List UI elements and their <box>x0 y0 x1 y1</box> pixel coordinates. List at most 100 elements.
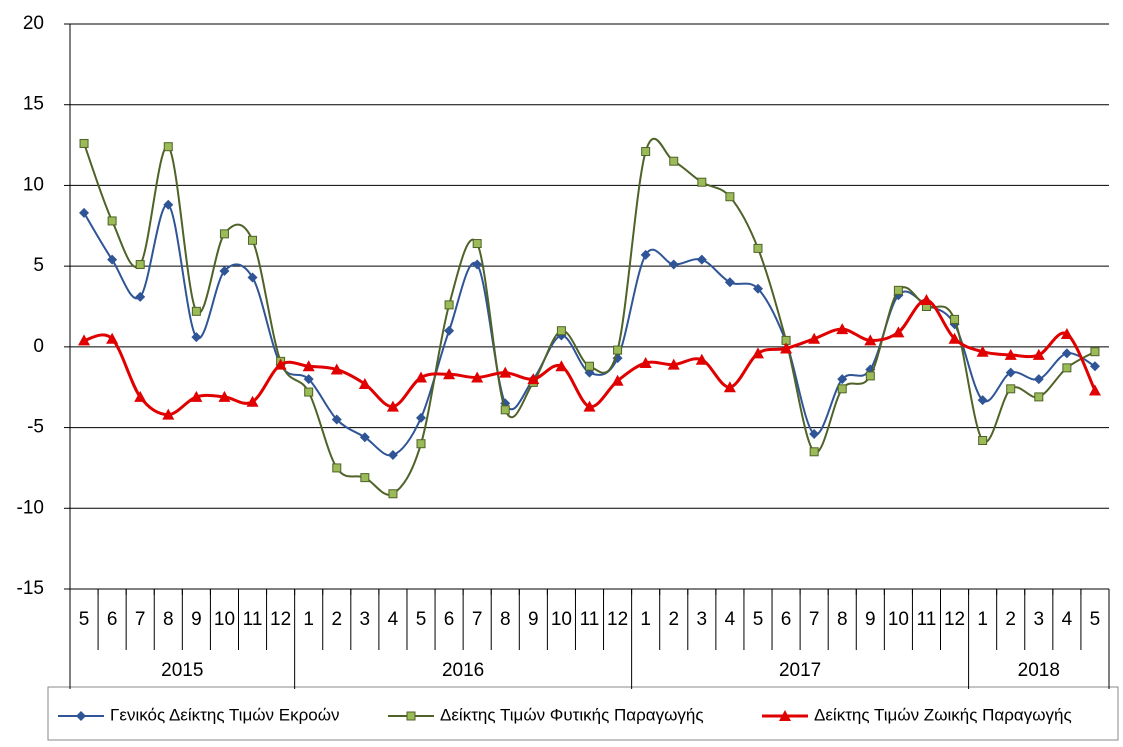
x-tick-label: 12 <box>270 609 291 630</box>
y-tick-label: 15 <box>23 94 44 115</box>
marker <box>583 400 596 412</box>
marker <box>753 243 763 253</box>
marker <box>302 360 315 372</box>
marker <box>387 450 398 461</box>
marker <box>248 235 258 245</box>
x-tick-label: 11 <box>243 609 263 630</box>
marker <box>330 363 343 375</box>
x-tick-label: 8 <box>837 609 848 630</box>
marker <box>472 239 482 249</box>
marker <box>669 156 679 166</box>
x-tick-label: 8 <box>163 609 174 630</box>
marker <box>134 390 147 402</box>
marker <box>107 216 117 226</box>
marker <box>1005 367 1016 378</box>
marker <box>246 395 259 407</box>
marker <box>78 334 91 346</box>
x-tick-label: 9 <box>528 609 539 630</box>
marker <box>76 711 86 721</box>
marker <box>1060 327 1073 339</box>
marker <box>613 345 623 355</box>
marker <box>190 390 203 402</box>
marker <box>667 358 680 370</box>
marker <box>640 249 651 260</box>
x-tick-label: 10 <box>214 609 235 630</box>
marker <box>163 199 174 210</box>
marker <box>639 357 652 368</box>
x-tick-label: 10 <box>888 609 909 630</box>
legend-label: Δείκτης Τιμών Ζωικής Παραγωγής <box>814 705 1072 724</box>
marker <box>358 377 371 389</box>
marker <box>950 314 960 324</box>
marker <box>780 342 793 354</box>
x-tick-label: 8 <box>500 609 511 630</box>
marker <box>779 710 791 721</box>
marker <box>611 374 624 386</box>
marker <box>79 207 90 218</box>
marker <box>808 332 821 344</box>
y-tick-label: 0 <box>33 336 44 357</box>
marker <box>163 142 173 152</box>
marker <box>471 371 484 383</box>
marker <box>976 345 989 357</box>
marker <box>697 177 707 187</box>
marker <box>641 147 651 157</box>
marker <box>893 285 903 295</box>
y-tick-label: 10 <box>23 174 44 195</box>
marker <box>556 326 566 336</box>
marker <box>191 306 201 316</box>
x-tick-label: 7 <box>135 609 146 630</box>
marker <box>865 371 875 381</box>
marker <box>527 373 540 385</box>
x-tick-label: 12 <box>944 609 965 630</box>
marker <box>723 381 736 393</box>
marker <box>1062 363 1072 373</box>
marker <box>1004 348 1017 360</box>
x-tick-label: 2 <box>668 609 679 630</box>
marker <box>416 439 426 449</box>
marker <box>977 395 988 406</box>
x-tick-label: 3 <box>697 609 708 630</box>
x-tick-label: 4 <box>1062 609 1073 630</box>
x-tick-label: 4 <box>388 609 399 630</box>
marker <box>1088 384 1101 396</box>
marker <box>1006 384 1016 394</box>
year-label: 2016 <box>442 660 484 681</box>
x-tick-label: 9 <box>191 609 202 630</box>
series-line <box>83 137 1096 496</box>
y-tick-label: 5 <box>33 255 44 276</box>
marker <box>218 390 231 402</box>
x-tick-label: 6 <box>781 609 792 630</box>
y-tick-label: -15 <box>17 578 44 599</box>
marker <box>837 374 848 385</box>
marker <box>696 254 707 265</box>
legend-label: Δείκτης Τιμών Φυτικής Παραγωγής <box>440 705 704 724</box>
marker <box>191 332 202 343</box>
legend-box <box>47 686 1119 741</box>
marker <box>837 384 847 394</box>
x-tick-label: 11 <box>917 609 937 630</box>
x-tick-label: 2 <box>331 609 342 630</box>
marker <box>444 300 454 310</box>
marker <box>360 473 370 483</box>
marker <box>948 332 961 344</box>
marker <box>499 366 512 378</box>
x-tick-label: 5 <box>416 609 427 630</box>
marker <box>809 429 820 440</box>
x-tick-label: 11 <box>580 609 600 630</box>
x-tick-label: 2 <box>1005 609 1016 630</box>
x-tick-label: 1 <box>640 609 651 630</box>
x-tick-label: 7 <box>472 609 483 630</box>
marker <box>668 259 679 270</box>
x-tick-label: 5 <box>753 609 764 630</box>
marker <box>752 283 763 294</box>
marker <box>79 138 89 148</box>
marker <box>107 254 118 265</box>
marker <box>135 291 146 302</box>
marker <box>472 259 483 270</box>
marker <box>1033 374 1044 385</box>
x-tick-label: 1 <box>303 609 314 630</box>
marker <box>106 332 119 344</box>
marker <box>892 326 905 338</box>
